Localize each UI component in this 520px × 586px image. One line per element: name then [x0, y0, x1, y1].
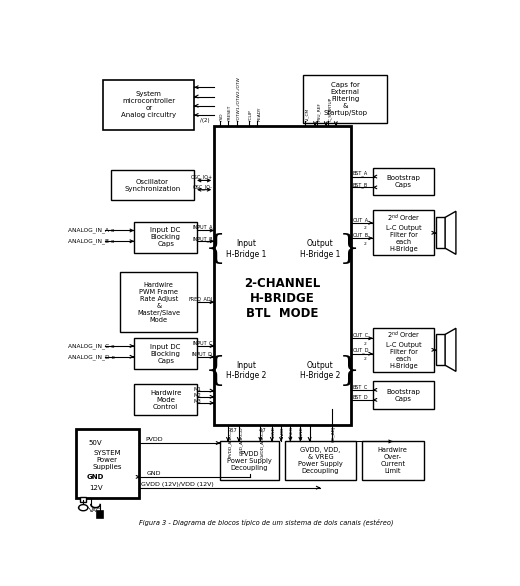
Text: SYSTEM
Power
Supplies: SYSTEM Power Supplies [93, 450, 122, 470]
Text: 12V: 12V [89, 485, 102, 490]
Text: Output
H-Bridge 2: Output H-Bridge 2 [300, 361, 341, 380]
Bar [304, 75, 387, 122]
Text: GND_A,B,C,D: GND_A,B,C,D [239, 426, 243, 455]
Text: OUT_D: OUT_D [353, 347, 369, 353]
Bar [373, 328, 434, 372]
Text: ANALOG_IN_D o: ANALOG_IN_D o [68, 354, 115, 360]
Bar [111, 171, 194, 200]
Text: PVDD_A,B,C,D: PVDD_A,B,C,D [228, 426, 232, 457]
Bar [75, 429, 139, 499]
Text: PVDD
Power Supply
Decoupling: PVDD Power Supply Decoupling [227, 451, 272, 471]
Text: }: } [339, 233, 360, 265]
Text: $2^{nd}$ Order
L-C Output
Filter for
each
H-Bridge: $2^{nd}$ Order L-C Output Filter for eac… [386, 213, 421, 253]
Bar [362, 441, 424, 480]
Text: OC_ADJ: OC_ADJ [332, 426, 336, 442]
Text: BST_D: BST_D [353, 395, 368, 400]
Text: GND: GND [272, 426, 276, 436]
Text: }: } [339, 355, 360, 387]
Text: /SD: /SD [220, 114, 224, 121]
Text: Figura 3 - Diagrama de blocos típico de um sistema de dois canais (estéreo): Figura 3 - Diagrama de blocos típico de … [139, 519, 394, 526]
Text: Input DC
Blocking
Caps: Input DC Blocking Caps [150, 343, 181, 364]
Text: /(2): /(2) [200, 118, 210, 123]
Text: {: { [205, 233, 226, 265]
Text: C_STARTUP: C_STARTUP [328, 97, 332, 121]
Text: /OTW1,/OTW2,/OTW: /OTW1,/OTW2,/OTW [237, 77, 241, 121]
Text: M1: M1 [193, 387, 201, 391]
Text: 2-CHANNEL
H-BRIDGE
BTL  MODE: 2-CHANNEL H-BRIDGE BTL MODE [244, 277, 321, 320]
Text: System
microcontroller
or
Analog circuitry: System microcontroller or Analog circuit… [121, 91, 176, 118]
Text: INPUT_B: INPUT_B [192, 236, 213, 242]
Text: M2: M2 [193, 393, 201, 398]
Bar [80, 497, 86, 502]
Text: BST_A: BST_A [353, 171, 368, 176]
Text: ANALOG_IN_C o: ANALOG_IN_C o [68, 343, 114, 349]
Text: OUT_B: OUT_B [353, 232, 369, 238]
Text: M3: M3 [193, 399, 201, 404]
Text: ANALOG_IN_A o: ANALOG_IN_A o [68, 227, 114, 233]
Text: PSU_REF: PSU_REF [317, 102, 320, 121]
Bar [373, 381, 434, 409]
Bar [436, 217, 445, 248]
Text: GND: GND [147, 471, 161, 476]
Bar [134, 384, 197, 415]
Text: 2: 2 [363, 241, 367, 246]
Text: FREQ_ADJ: FREQ_ADJ [188, 296, 213, 302]
Text: 8,7: 8,7 [229, 428, 237, 433]
Text: READY: READY [257, 107, 261, 121]
Text: Input
H-Bridge 1: Input H-Bridge 1 [226, 239, 267, 258]
Bar [285, 441, 356, 480]
Text: Hardwire
PWM Frame
Rate Adjust
&
Master/Slave
Mode: Hardwire PWM Frame Rate Adjust & Master/… [137, 282, 180, 322]
Text: OUT_C: OUT_C [353, 332, 369, 338]
Text: GVDD (12V)/VDD (12V): GVDD (12V)/VDD (12V) [141, 482, 214, 487]
Bar [134, 338, 197, 369]
Bar [120, 272, 197, 332]
Text: INPUT_C: INPUT_C [192, 340, 213, 346]
Text: 2: 2 [363, 342, 367, 346]
Text: AGND: AGND [301, 426, 304, 439]
Bar [373, 210, 434, 255]
Text: $2^{nd}$ Order
L-C Output
Filter for
each
H-Bridge: $2^{nd}$ Order L-C Output Filter for eac… [386, 330, 421, 370]
Text: Input
H-Bridge 2: Input H-Bridge 2 [226, 361, 267, 380]
Bar [214, 126, 351, 424]
Text: OSC_IO+: OSC_IO+ [190, 175, 213, 180]
Text: INPUT_A: INPUT_A [192, 224, 213, 230]
Text: ANALOG_IN_B o: ANALOG_IN_B o [68, 239, 114, 244]
Text: Caps for
External
Filtering
&
Startup/Stop: Caps for External Filtering & Startup/St… [323, 82, 367, 116]
Text: VDD: VDD [281, 426, 285, 435]
Text: /CLIP: /CLIP [249, 110, 253, 121]
Text: Hardwire
Over-
Current
Limit: Hardwire Over- Current Limit [378, 447, 408, 474]
Text: 2: 2 [363, 226, 367, 230]
Text: Bootstrap
Caps: Bootstrap Caps [387, 175, 421, 188]
Text: 50V: 50V [89, 440, 102, 446]
Polygon shape [445, 211, 456, 254]
Text: Input DC
Blocking
Caps: Input DC Blocking Caps [150, 227, 181, 247]
Text: INPUT_D: INPUT_D [192, 351, 213, 356]
Text: VREG: VREG [290, 426, 294, 438]
Text: GND: GND [87, 474, 104, 480]
Text: OSC_IO-: OSC_IO- [193, 185, 213, 190]
Text: {: { [205, 355, 226, 387]
Polygon shape [445, 328, 456, 372]
Text: VAC: VAC [89, 508, 102, 513]
Bar [103, 80, 194, 130]
Text: PVDD: PVDD [145, 437, 163, 442]
Text: /RESET: /RESET [228, 105, 232, 121]
Text: OUT_A: OUT_A [353, 217, 369, 223]
Text: Oscillator
Synchronization: Oscillator Synchronization [124, 179, 180, 192]
Text: Bootstrap
Caps: Bootstrap Caps [387, 389, 421, 402]
Bar [97, 511, 103, 519]
Text: 4,7: 4,7 [259, 428, 267, 433]
Text: VI_CM: VI_CM [305, 108, 309, 121]
Text: GVDD, VDD,
& VREG
Power Supply
Decoupling: GVDD, VDD, & VREG Power Supply Decouplin… [298, 447, 343, 474]
Text: BST_B: BST_B [353, 182, 368, 188]
Text: BST_C: BST_C [353, 384, 368, 390]
Text: Output
H-Bridge 1: Output H-Bridge 1 [300, 239, 341, 258]
Bar [436, 335, 445, 365]
Text: GVDD_A,B,C,D: GVDD_A,B,C,D [261, 426, 264, 458]
Bar [134, 222, 197, 253]
Bar [373, 168, 434, 195]
Bar [220, 441, 279, 480]
Text: Hardwire
Mode
Control: Hardwire Mode Control [150, 390, 181, 410]
Text: 2: 2 [363, 357, 367, 361]
